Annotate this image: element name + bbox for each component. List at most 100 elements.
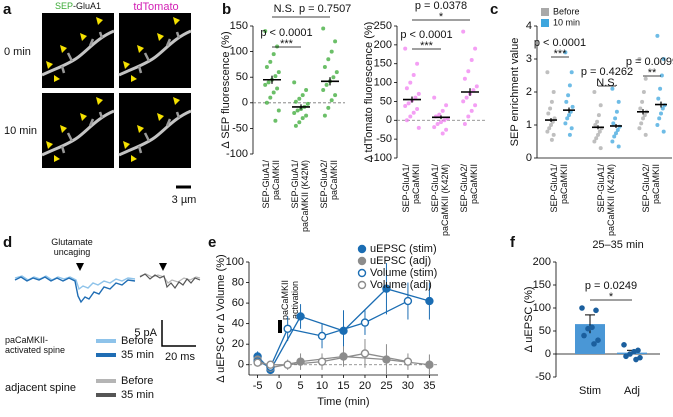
p-value: p = 0.0249 xyxy=(585,280,637,292)
data-point xyxy=(271,52,276,57)
data-point xyxy=(444,103,449,108)
data-point xyxy=(598,146,603,151)
y-axis-title: Δ SEP fluorescence (%) xyxy=(220,31,232,148)
data-point xyxy=(304,88,309,92)
scale-bar-label: 3 µm xyxy=(172,194,197,206)
y-tick-label: 0 xyxy=(526,152,532,164)
data-point xyxy=(264,100,269,105)
text-line: paCaMKII (K42M) xyxy=(607,164,617,236)
significance-mark: ** xyxy=(648,67,657,79)
scale-bar xyxy=(161,320,196,347)
data-point xyxy=(569,70,574,75)
text-line: uncaging xyxy=(54,248,91,258)
data-point xyxy=(565,116,570,121)
legend-label: Before xyxy=(553,6,580,16)
data-point xyxy=(655,123,660,127)
trace-before xyxy=(14,275,136,291)
image xyxy=(117,91,193,170)
data-point xyxy=(564,99,569,104)
panel-label: e xyxy=(208,234,216,251)
legend-marker xyxy=(357,268,367,278)
x-tick-label: SEP-GluA2/paCaMKII xyxy=(319,160,339,209)
marker xyxy=(296,312,305,321)
y-tick-label: -100 xyxy=(370,152,392,164)
data-point xyxy=(411,110,416,115)
text-line: paCaMKII (K42M) xyxy=(441,164,451,236)
data-point xyxy=(596,113,601,118)
x-tick-label: SEP-GluA1/paCaMKII xyxy=(401,164,421,213)
marker xyxy=(403,296,413,306)
x-tick-label: 0 xyxy=(276,380,282,392)
data-point xyxy=(473,46,478,51)
data-point xyxy=(563,50,568,55)
text-line: paCaMKII xyxy=(652,164,662,204)
panel-label: b xyxy=(222,1,231,18)
data-point xyxy=(613,116,618,121)
data-point xyxy=(592,139,597,144)
data-point xyxy=(642,113,647,118)
data-point xyxy=(408,80,413,85)
data-point xyxy=(403,103,408,108)
x-tick-label: SEP-GluA1/paCaMKII (K42M) xyxy=(596,164,616,237)
data-point xyxy=(297,120,302,125)
legend-label: 10 min xyxy=(553,17,580,27)
data-point xyxy=(592,90,597,94)
y-tick-label: 40 xyxy=(232,318,244,330)
data-point xyxy=(641,116,645,121)
panel-label: a xyxy=(3,1,12,18)
y-tick-label: 100 xyxy=(230,46,248,58)
significance-mark: * xyxy=(609,291,614,303)
legend-marker xyxy=(357,244,367,254)
data-point xyxy=(304,113,309,118)
text-line: SEP-GluA1/ xyxy=(290,160,300,209)
marker xyxy=(283,360,292,369)
y-tick-label: 1 xyxy=(526,119,532,131)
data-point xyxy=(655,33,660,38)
data-point xyxy=(549,137,554,142)
x-tick-label: SEP-GluA1/paCaMKII (K42M) xyxy=(430,164,450,237)
data-point xyxy=(614,131,618,136)
text-line: activated spine xyxy=(5,346,65,356)
x-tick-label: Adj xyxy=(624,385,640,397)
data-point xyxy=(545,70,550,75)
data-point xyxy=(594,136,599,141)
y-axis-title: Δ tdTomato fluorescence (%) xyxy=(363,22,375,163)
legend-group-title: paCaMKII-activated spine xyxy=(5,335,65,355)
legend-group-title: adjacent spine xyxy=(5,382,76,394)
data-point xyxy=(275,44,280,49)
data-point xyxy=(621,342,627,348)
channel-part: SEP xyxy=(55,1,73,11)
data-point xyxy=(614,109,619,114)
y-tick-label: 150 xyxy=(533,279,551,291)
data-point xyxy=(322,64,327,69)
data-point xyxy=(660,106,665,111)
y-axis-title: SEP enrichment value xyxy=(509,38,521,147)
text-line: SEP-GluA2/ xyxy=(641,164,651,213)
p-value: p = 0.4262 xyxy=(581,66,633,78)
data-point xyxy=(610,139,615,144)
scale-label: 5 pA xyxy=(134,327,157,339)
data-point xyxy=(569,126,574,131)
text-line: SEP-GluA2/ xyxy=(459,164,469,213)
text-line: SEP-GluA1/ xyxy=(430,164,440,213)
image xyxy=(117,11,193,90)
data-point xyxy=(292,111,297,116)
marker xyxy=(283,324,292,333)
y-tick-label: 0 xyxy=(238,359,244,371)
x-tick-label: 35 xyxy=(423,380,435,392)
data-point xyxy=(581,332,587,339)
y-tick-label: 2 xyxy=(526,86,532,98)
data-point xyxy=(462,76,467,81)
data-point xyxy=(439,120,443,125)
panel-label: c xyxy=(490,1,498,18)
data-point xyxy=(598,103,603,108)
row-label: 0 min xyxy=(4,46,31,58)
data-point xyxy=(549,99,554,104)
data-point xyxy=(321,26,326,31)
data-point xyxy=(593,123,598,127)
data-point xyxy=(333,39,338,44)
data-point xyxy=(545,129,550,134)
data-point xyxy=(297,96,302,101)
data-point xyxy=(331,75,336,80)
